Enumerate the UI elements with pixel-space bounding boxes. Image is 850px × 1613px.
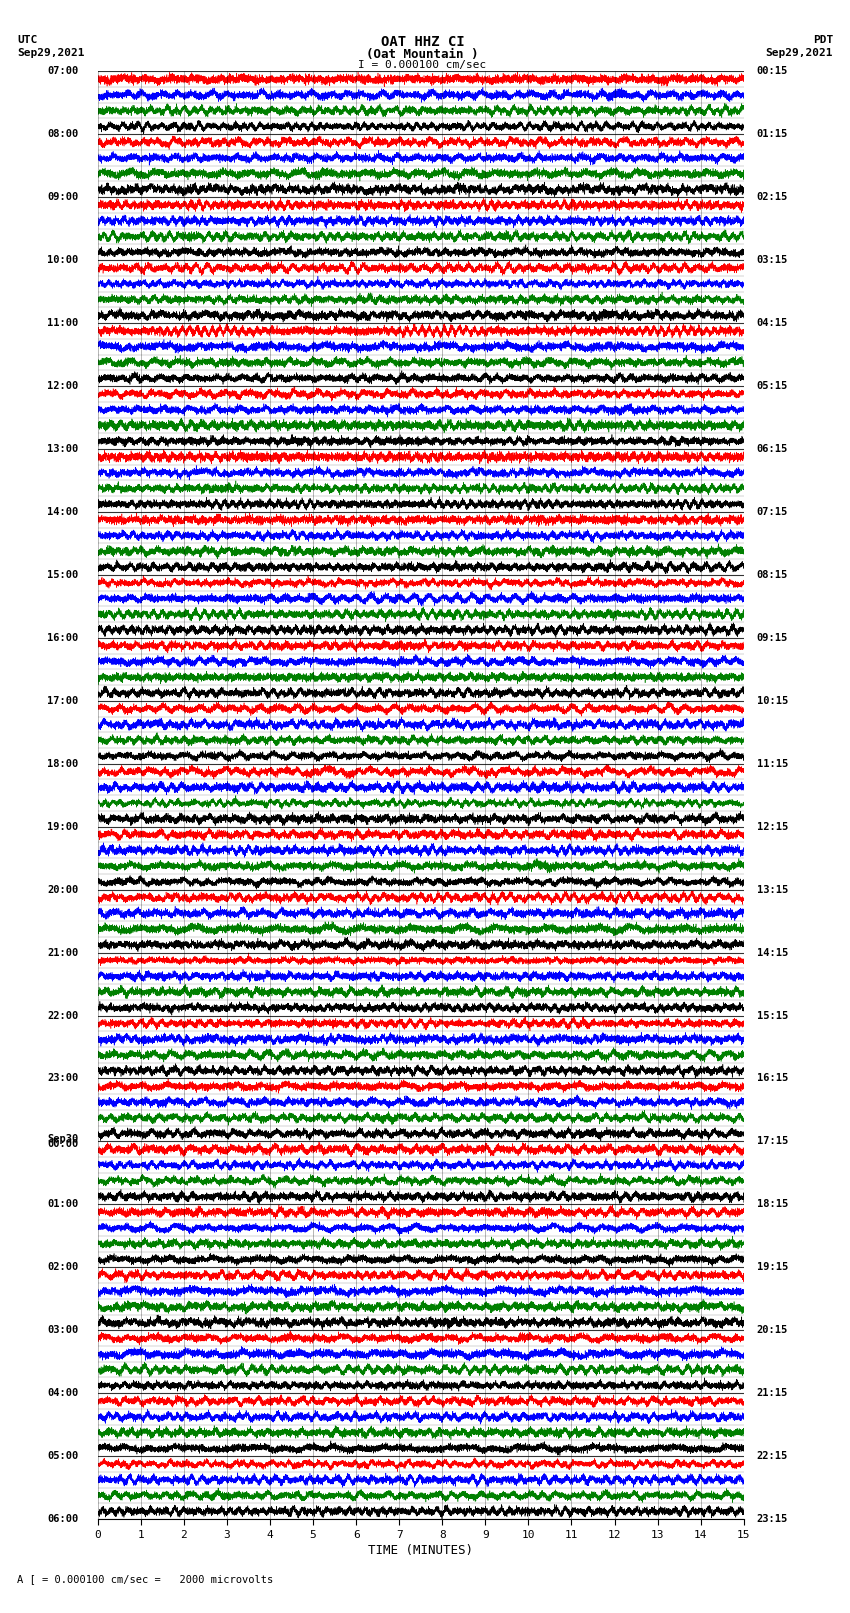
Text: 18:15: 18:15: [756, 1200, 788, 1210]
Text: 07:00: 07:00: [47, 66, 78, 76]
Text: 14:15: 14:15: [756, 947, 788, 958]
Text: 13:15: 13:15: [756, 884, 788, 895]
Text: 22:00: 22:00: [47, 1010, 78, 1021]
Text: 23:00: 23:00: [47, 1074, 78, 1084]
Text: 07:15: 07:15: [756, 506, 788, 516]
Text: 18:00: 18:00: [47, 758, 78, 769]
Text: 23:15: 23:15: [756, 1515, 788, 1524]
Text: 03:15: 03:15: [756, 255, 788, 265]
Text: 22:15: 22:15: [756, 1452, 788, 1461]
Text: 21:00: 21:00: [47, 947, 78, 958]
Text: 19:00: 19:00: [47, 821, 78, 832]
Text: A [ = 0.000100 cm/sec =   2000 microvolts: A [ = 0.000100 cm/sec = 2000 microvolts: [17, 1574, 273, 1584]
Text: 10:00: 10:00: [47, 255, 78, 265]
X-axis label: TIME (MINUTES): TIME (MINUTES): [368, 1544, 473, 1557]
Text: Sep29,2021: Sep29,2021: [766, 47, 833, 58]
Text: 12:15: 12:15: [756, 821, 788, 832]
Text: UTC: UTC: [17, 35, 37, 45]
Text: Sep30: Sep30: [47, 1134, 78, 1144]
Text: 04:15: 04:15: [756, 318, 788, 327]
Text: 20:00: 20:00: [47, 884, 78, 895]
Text: 00:15: 00:15: [756, 66, 788, 76]
Text: 15:00: 15:00: [47, 569, 78, 581]
Text: 17:00: 17:00: [47, 695, 78, 706]
Text: 19:15: 19:15: [756, 1263, 788, 1273]
Text: 15:15: 15:15: [756, 1010, 788, 1021]
Text: 11:00: 11:00: [47, 318, 78, 327]
Text: 08:15: 08:15: [756, 569, 788, 581]
Text: 12:00: 12:00: [47, 381, 78, 390]
Text: 11:15: 11:15: [756, 758, 788, 769]
Text: 21:15: 21:15: [756, 1389, 788, 1398]
Text: 01:15: 01:15: [756, 129, 788, 139]
Text: 10:15: 10:15: [756, 695, 788, 706]
Text: 00:00: 00:00: [47, 1139, 78, 1148]
Text: (Oat Mountain ): (Oat Mountain ): [366, 47, 479, 61]
Text: 03:00: 03:00: [47, 1326, 78, 1336]
Text: 09:00: 09:00: [47, 192, 78, 202]
Text: 02:00: 02:00: [47, 1263, 78, 1273]
Text: OAT HHZ CI: OAT HHZ CI: [381, 35, 464, 48]
Text: 09:15: 09:15: [756, 632, 788, 644]
Text: Sep29,2021: Sep29,2021: [17, 47, 84, 58]
Text: 04:00: 04:00: [47, 1389, 78, 1398]
Text: 01:00: 01:00: [47, 1200, 78, 1210]
Text: 17:15: 17:15: [756, 1137, 788, 1147]
Text: 06:00: 06:00: [47, 1515, 78, 1524]
Text: 05:15: 05:15: [756, 381, 788, 390]
Text: 05:00: 05:00: [47, 1452, 78, 1461]
Text: 02:15: 02:15: [756, 192, 788, 202]
Text: 14:00: 14:00: [47, 506, 78, 516]
Text: I = 0.000100 cm/sec: I = 0.000100 cm/sec: [359, 60, 486, 69]
Text: 13:00: 13:00: [47, 444, 78, 453]
Text: 20:15: 20:15: [756, 1326, 788, 1336]
Text: 08:00: 08:00: [47, 129, 78, 139]
Text: 06:15: 06:15: [756, 444, 788, 453]
Text: 16:00: 16:00: [47, 632, 78, 644]
Text: 16:15: 16:15: [756, 1074, 788, 1084]
Text: PDT: PDT: [813, 35, 833, 45]
